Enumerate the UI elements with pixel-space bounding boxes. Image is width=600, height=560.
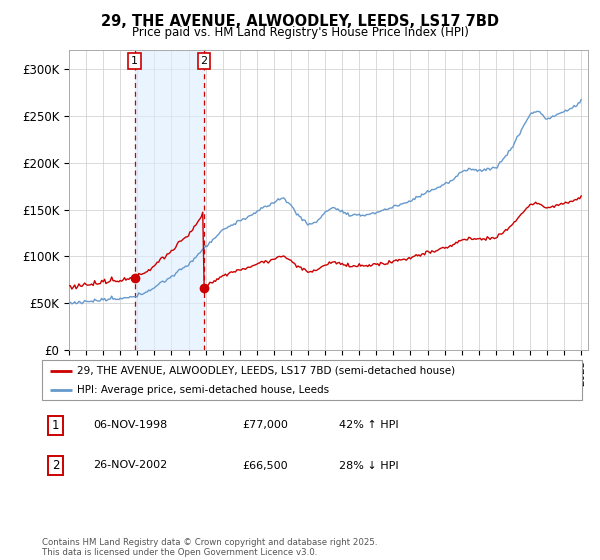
Text: 26-NOV-2002: 26-NOV-2002 xyxy=(94,460,167,470)
Text: 2: 2 xyxy=(200,56,208,66)
Text: 29, THE AVENUE, ALWOODLEY, LEEDS, LS17 7BD (semi-detached house): 29, THE AVENUE, ALWOODLEY, LEEDS, LS17 7… xyxy=(77,366,455,376)
Text: 28% ↓ HPI: 28% ↓ HPI xyxy=(339,460,398,470)
Text: HPI: Average price, semi-detached house, Leeds: HPI: Average price, semi-detached house,… xyxy=(77,385,329,394)
Text: 29, THE AVENUE, ALWOODLEY, LEEDS, LS17 7BD: 29, THE AVENUE, ALWOODLEY, LEEDS, LS17 7… xyxy=(101,14,499,29)
Text: 1: 1 xyxy=(131,56,138,66)
Text: £77,000: £77,000 xyxy=(242,421,287,431)
Text: 2: 2 xyxy=(52,459,59,472)
Text: Contains HM Land Registry data © Crown copyright and database right 2025.
This d: Contains HM Land Registry data © Crown c… xyxy=(42,538,377,557)
Text: 42% ↑ HPI: 42% ↑ HPI xyxy=(339,421,398,431)
Text: 06-NOV-1998: 06-NOV-1998 xyxy=(94,421,167,431)
Text: 1: 1 xyxy=(52,419,59,432)
Bar xyxy=(135,50,204,350)
Text: Price paid vs. HM Land Registry's House Price Index (HPI): Price paid vs. HM Land Registry's House … xyxy=(131,26,469,39)
Text: £66,500: £66,500 xyxy=(242,460,287,470)
